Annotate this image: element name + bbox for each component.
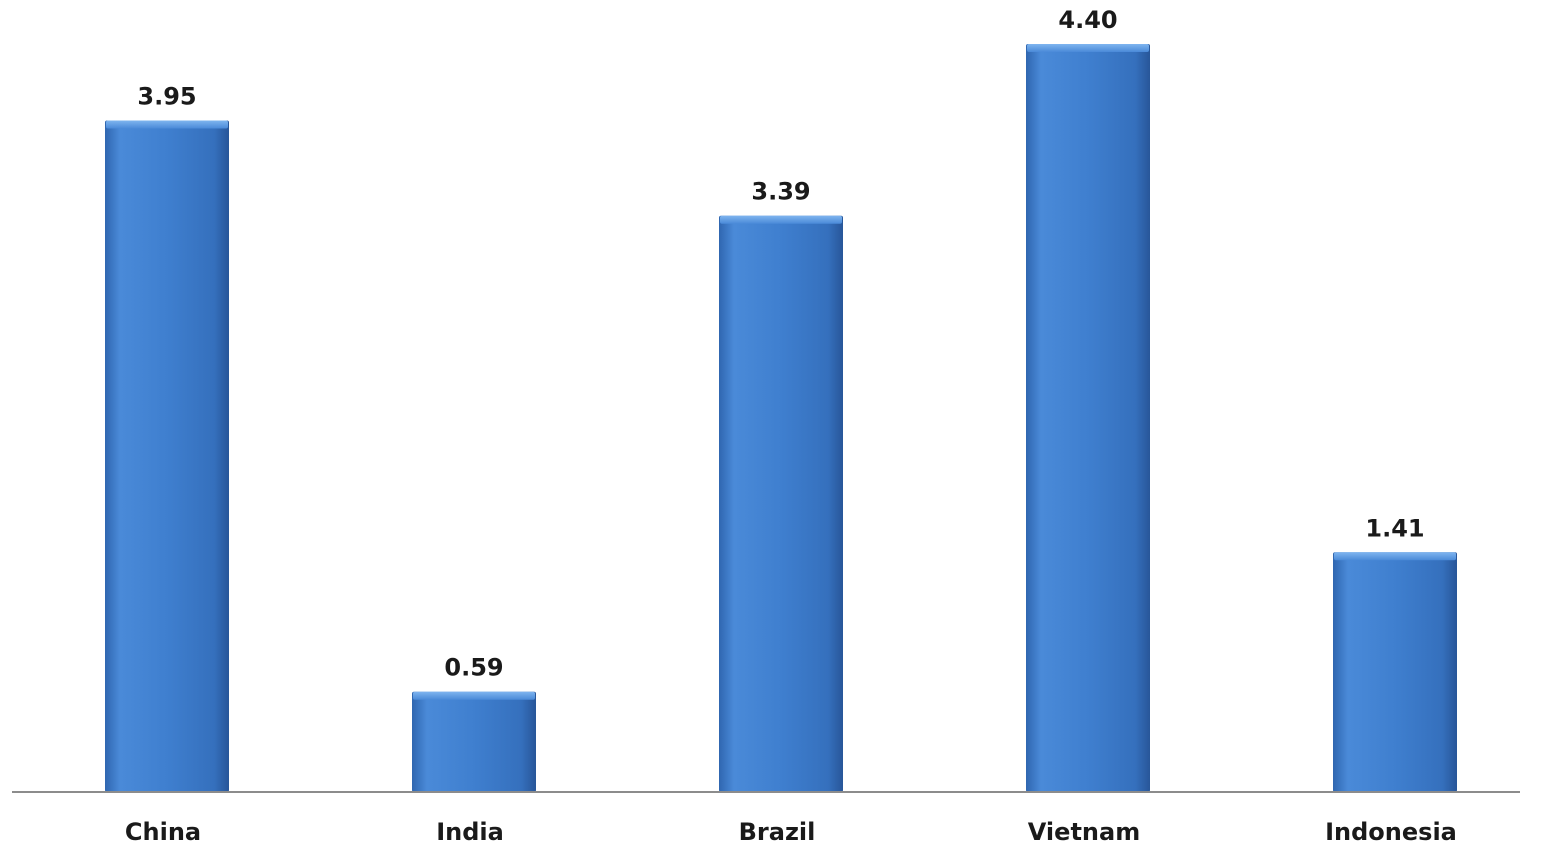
bars-layer: [105, 44, 1457, 792]
bar-body: [1026, 44, 1150, 792]
bar-body: [1333, 552, 1457, 792]
labels-layer: 3.95 China 0.59 India 3.39 Brazil 4.40 Vietnam 1…: [125, 6, 1457, 846]
bar-body: [719, 215, 843, 792]
data-label-brazil: 3.39: [751, 178, 810, 206]
bar-body: [412, 691, 536, 792]
bar-top-highlight: [720, 215, 842, 224]
data-label-indonesia: 1.41: [1365, 514, 1424, 542]
bar-top-highlight: [413, 691, 535, 700]
bar-body: [105, 120, 229, 792]
data-label-india: 0.59: [444, 654, 503, 682]
x-tick-label-vietnam: Vietnam: [1028, 818, 1140, 846]
x-tick-label-indonesia: Indonesia: [1325, 818, 1457, 846]
bar-vietnam: [1026, 44, 1150, 792]
data-label-china: 3.95: [137, 83, 196, 111]
bar-india: [412, 691, 536, 792]
data-label-vietnam: 4.40: [1058, 6, 1117, 34]
bar-indonesia: [1333, 552, 1457, 792]
x-tick-label-brazil: Brazil: [739, 818, 816, 846]
bar-top-highlight: [106, 120, 228, 129]
bar-top-highlight: [1027, 44, 1149, 52]
bar-china: [105, 120, 229, 792]
bar-top-highlight: [1334, 552, 1456, 561]
x-tick-label-india: India: [436, 818, 504, 846]
x-tick-label-china: China: [125, 818, 201, 846]
bar-brazil: [719, 215, 843, 792]
